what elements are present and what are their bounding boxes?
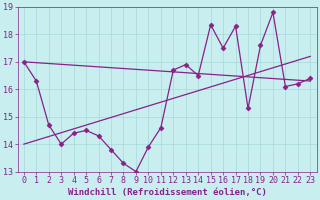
X-axis label: Windchill (Refroidissement éolien,°C): Windchill (Refroidissement éolien,°C) xyxy=(68,188,267,197)
